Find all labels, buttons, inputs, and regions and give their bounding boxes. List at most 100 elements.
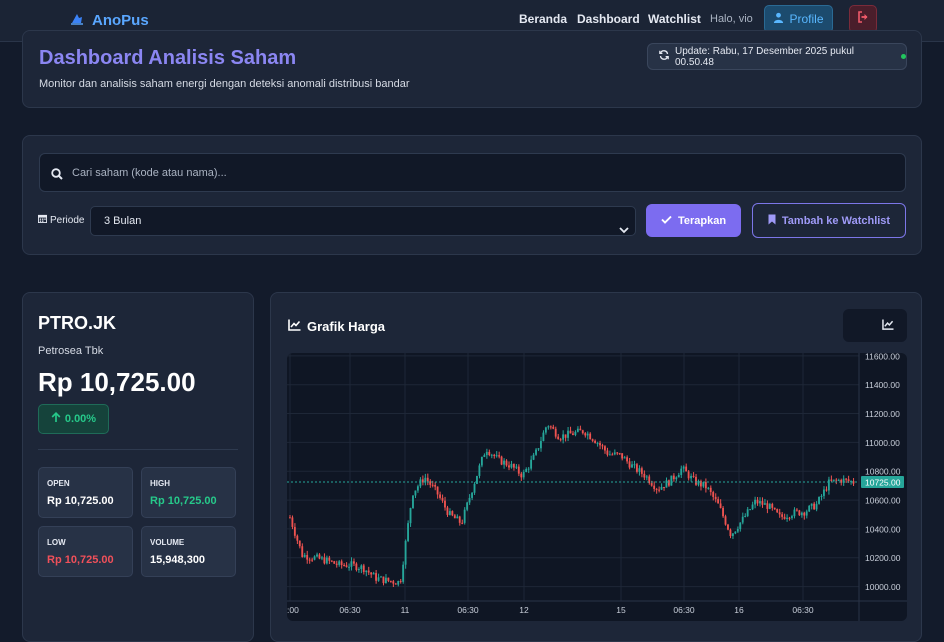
candle-body [352, 561, 355, 564]
candle-body [643, 473, 646, 478]
candle-body [837, 479, 840, 481]
candle-body [835, 479, 838, 481]
candle-body [308, 559, 311, 561]
candle-body [815, 503, 818, 510]
candle-body [542, 432, 545, 442]
candle-body [330, 560, 333, 562]
stat-value: Rp 10,725.00 [47, 554, 114, 566]
nav-link-watchlist[interactable]: Watchlist [648, 12, 701, 26]
candle-body [786, 517, 788, 519]
candle-body [579, 428, 582, 431]
candle-body [810, 503, 813, 506]
candle-body [771, 503, 774, 508]
stat-value: Rp 10,725.00 [47, 495, 114, 507]
candle-body [761, 501, 764, 505]
price-chart[interactable]: 11600.00 11400.00 11200.00 11000.00 10800.00… [287, 353, 907, 621]
candle-body [631, 464, 633, 468]
candle-body [343, 564, 345, 566]
candle-body [446, 507, 449, 515]
page-title: Dashboard Analisis Saham [39, 47, 297, 69]
candle-body [392, 581, 395, 584]
brand[interactable]: AnoPus [70, 11, 149, 30]
candle-body [461, 522, 464, 524]
greeting-text: Halo, vio [710, 13, 753, 25]
candle-body [515, 466, 518, 468]
candle-body [293, 526, 296, 536]
candle-body [650, 483, 653, 486]
candle-body [500, 456, 503, 465]
candle-body [754, 499, 756, 505]
candle-body [714, 496, 717, 500]
search-input[interactable] [72, 154, 892, 191]
candle-body [699, 480, 702, 487]
candle-body [540, 441, 542, 449]
periode-select[interactable]: 3 Bulan [90, 206, 636, 236]
candle-body [845, 478, 848, 480]
candle-body [793, 509, 796, 517]
candle-body [404, 540, 407, 565]
candle-body [480, 456, 483, 466]
candle-body [569, 430, 572, 434]
profile-button[interactable]: Profile [764, 5, 833, 33]
candle-body [805, 511, 808, 516]
periode-value: 3 Bulan [104, 215, 142, 227]
candlestick-chart[interactable]: 11600.00 11400.00 11200.00 11000.00 10800.00… [287, 353, 907, 621]
candle-body [382, 576, 385, 584]
candle-body [552, 426, 555, 429]
candle-body [697, 480, 700, 485]
y-tick-label: 10000.00 [865, 582, 901, 592]
candle-body [525, 468, 528, 472]
stat-open: OPEN Rp 10,725.00 [38, 467, 133, 518]
add-watchlist-label: Tambah ke Watchlist [781, 214, 891, 227]
x-tick-label: :00 [287, 605, 299, 615]
candle-body [731, 533, 734, 537]
candle-body [397, 581, 400, 585]
candle-body [441, 497, 444, 501]
apply-button[interactable]: Terapkan [646, 204, 741, 237]
logout-button[interactable] [849, 5, 877, 33]
candle-body [635, 464, 638, 472]
candle-body [677, 474, 680, 478]
candle-body [532, 454, 535, 460]
candle-body [825, 489, 828, 491]
candle-body [633, 464, 636, 466]
candle-body [436, 486, 439, 495]
candle-body [485, 451, 488, 456]
stat-label: LOW [47, 538, 66, 547]
candle-body [667, 480, 670, 486]
candle-body [818, 496, 820, 504]
candle-body [530, 459, 533, 469]
x-tick-label: 06:30 [673, 605, 695, 615]
candle-body [476, 475, 478, 484]
update-status: Update: Rabu, 17 Desember 2025 pukul 00.… [647, 43, 907, 70]
nav-link-beranda[interactable]: Beranda [519, 12, 568, 26]
chart-type-button[interactable] [843, 309, 907, 342]
last-price-badge [861, 476, 904, 489]
add-watchlist-button[interactable]: Tambah ke Watchlist [752, 203, 906, 238]
stat-low: LOW Rp 10,725.00 [38, 526, 133, 577]
candle-body [623, 457, 626, 459]
update-text: Update: Rabu, 17 Desember 2025 pukul 00.… [675, 45, 855, 68]
candle-body [781, 514, 784, 517]
candle-body [493, 454, 496, 456]
candle-body [458, 516, 461, 523]
candle-body [749, 509, 752, 511]
candle-body [412, 495, 414, 509]
stat-value: 15,948,300 [150, 554, 206, 566]
stock-ticker: PTRO.JK [38, 313, 117, 333]
candle-body [365, 570, 368, 573]
candle-body [328, 557, 331, 561]
profile-label: Profile [789, 12, 824, 26]
candle-body [303, 554, 306, 557]
check-icon [661, 215, 672, 227]
candle-body [448, 511, 451, 515]
candle-body [852, 481, 855, 484]
candle-body [660, 486, 663, 490]
candle-body [414, 490, 417, 496]
nav-link-dashboard[interactable]: Dashboard [577, 12, 640, 26]
candle-body [830, 479, 833, 481]
live-dot-icon [901, 54, 906, 59]
brand-name: AnoPus [92, 12, 149, 29]
company-name: Petrosea Tbk [38, 345, 104, 357]
candle-body [739, 522, 742, 530]
